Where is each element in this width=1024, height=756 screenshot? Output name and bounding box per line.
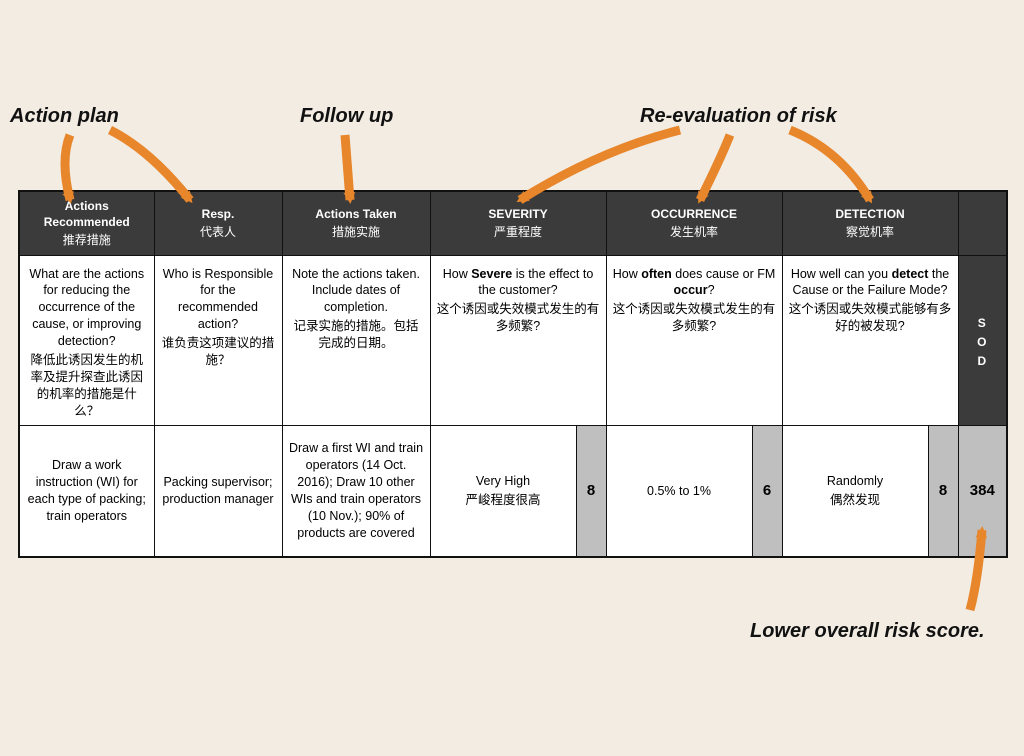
th-sod [958,191,1007,255]
cell-detection-num: 8 [928,426,958,557]
th-severity-zh: 严重程度 [437,224,600,240]
description-row: What are the actions for reducing the oc… [19,255,1007,426]
desc-occurrence: How often does cause or FM occur? 这个诱因或失… [606,255,782,426]
cell-severity-text: Very High 严峻程度很高 [430,426,576,557]
cell-actions-rec: Draw a work instruction (WI) for each ty… [19,426,154,557]
th-severity: SEVERITY 严重程度 [430,191,606,255]
th-occurrence-en: OCCURRENCE [613,206,776,222]
desc-severity: How Severe is the effect to the customer… [430,255,606,426]
th-actions-rec: Actions Recommended 推荐措施 [19,191,154,255]
th-detection-zh: 察觉机率 [789,224,952,240]
cell-rpn: 384 [958,426,1007,557]
annotation-action-plan: Action plan [10,105,119,128]
desc-actions-taken-en: Note the actions taken. Include dates of… [289,266,424,317]
data-row: Draw a work instruction (WI) for each ty… [19,426,1007,557]
desc-actions-rec: What are the actions for reducing the oc… [19,255,154,426]
th-actions-rec-zh: 推荐措施 [26,232,148,248]
desc-actions-rec-en: What are the actions for reducing the oc… [26,266,148,350]
cell-severity-zh: 严峻程度很高 [437,492,570,509]
cell-resp: Packing supervisor; production manager [154,426,282,557]
cell-detection-text: Randomly 偶然发现 [782,426,928,557]
cell-occurrence-text: 0.5% to 1% [606,426,752,557]
th-resp: Resp. 代表人 [154,191,282,255]
th-actions-taken-en: Actions Taken [289,206,424,222]
desc-sod: SOD [958,255,1007,426]
desc-resp: Who is Responsible for the recommended a… [154,255,282,426]
th-resp-en: Resp. [161,206,276,222]
sod-vertical: SOD [977,314,987,372]
desc-actions-rec-zh: 降低此诱因发生的机率及提升探查此诱因的机率的措施是什么？ [26,352,148,420]
cell-detection-en: Randomly [789,473,922,490]
desc-severity-en: How Severe is the effect to the customer… [437,266,600,300]
desc-detection-zh: 这个诱因或失效模式能够有多好的被发现? [789,301,952,335]
desc-occurrence-en: How often does cause or FM occur? [613,266,776,300]
desc-resp-zh: 谁负责这项建议的措施？ [161,335,276,369]
desc-actions-taken: Note the actions taken. Include dates of… [282,255,430,426]
page: Action plan Follow up Re-evaluation of r… [0,0,1024,756]
cell-detection-zh: 偶然发现 [789,492,922,509]
cell-severity-en: Very High [437,473,570,490]
th-actions-taken: Actions Taken 措施实施 [282,191,430,255]
th-severity-en: SEVERITY [437,206,600,222]
th-actions-taken-zh: 措施实施 [289,224,424,240]
fmea-table: Actions Recommended 推荐措施 Resp. 代表人 Actio… [18,190,1008,558]
desc-resp-en: Who is Responsible for the recommended a… [161,266,276,334]
header-row: Actions Recommended 推荐措施 Resp. 代表人 Actio… [19,191,1007,255]
annotation-re-eval: Re-evaluation of risk [640,105,837,128]
cell-actions-taken: Draw a first WI and train operators (14 … [282,426,430,557]
annotation-lower-score: Lower overall risk score. [750,620,985,643]
th-detection: DETECTION 察觉机率 [782,191,958,255]
th-actions-rec-en: Actions Recommended [26,198,148,230]
desc-detection: How well can you detect the Cause or the… [782,255,958,426]
th-resp-zh: 代表人 [161,224,276,240]
th-occurrence-zh: 发生机率 [613,224,776,240]
desc-detection-en: How well can you detect the Cause or the… [789,266,952,300]
desc-actions-taken-zh: 记录实施的措施。包括完成的日期。 [289,318,424,352]
cell-severity-num: 8 [576,426,606,557]
annotation-follow-up: Follow up [300,105,393,128]
th-detection-en: DETECTION [789,206,952,222]
cell-occurrence-num: 6 [752,426,782,557]
desc-severity-zh: 这个诱因或失效模式发生的有多频繁? [437,301,600,335]
th-occurrence: OCCURRENCE 发生机率 [606,191,782,255]
desc-occurrence-zh: 这个诱因或失效模式发生的有多频繁? [613,301,776,335]
